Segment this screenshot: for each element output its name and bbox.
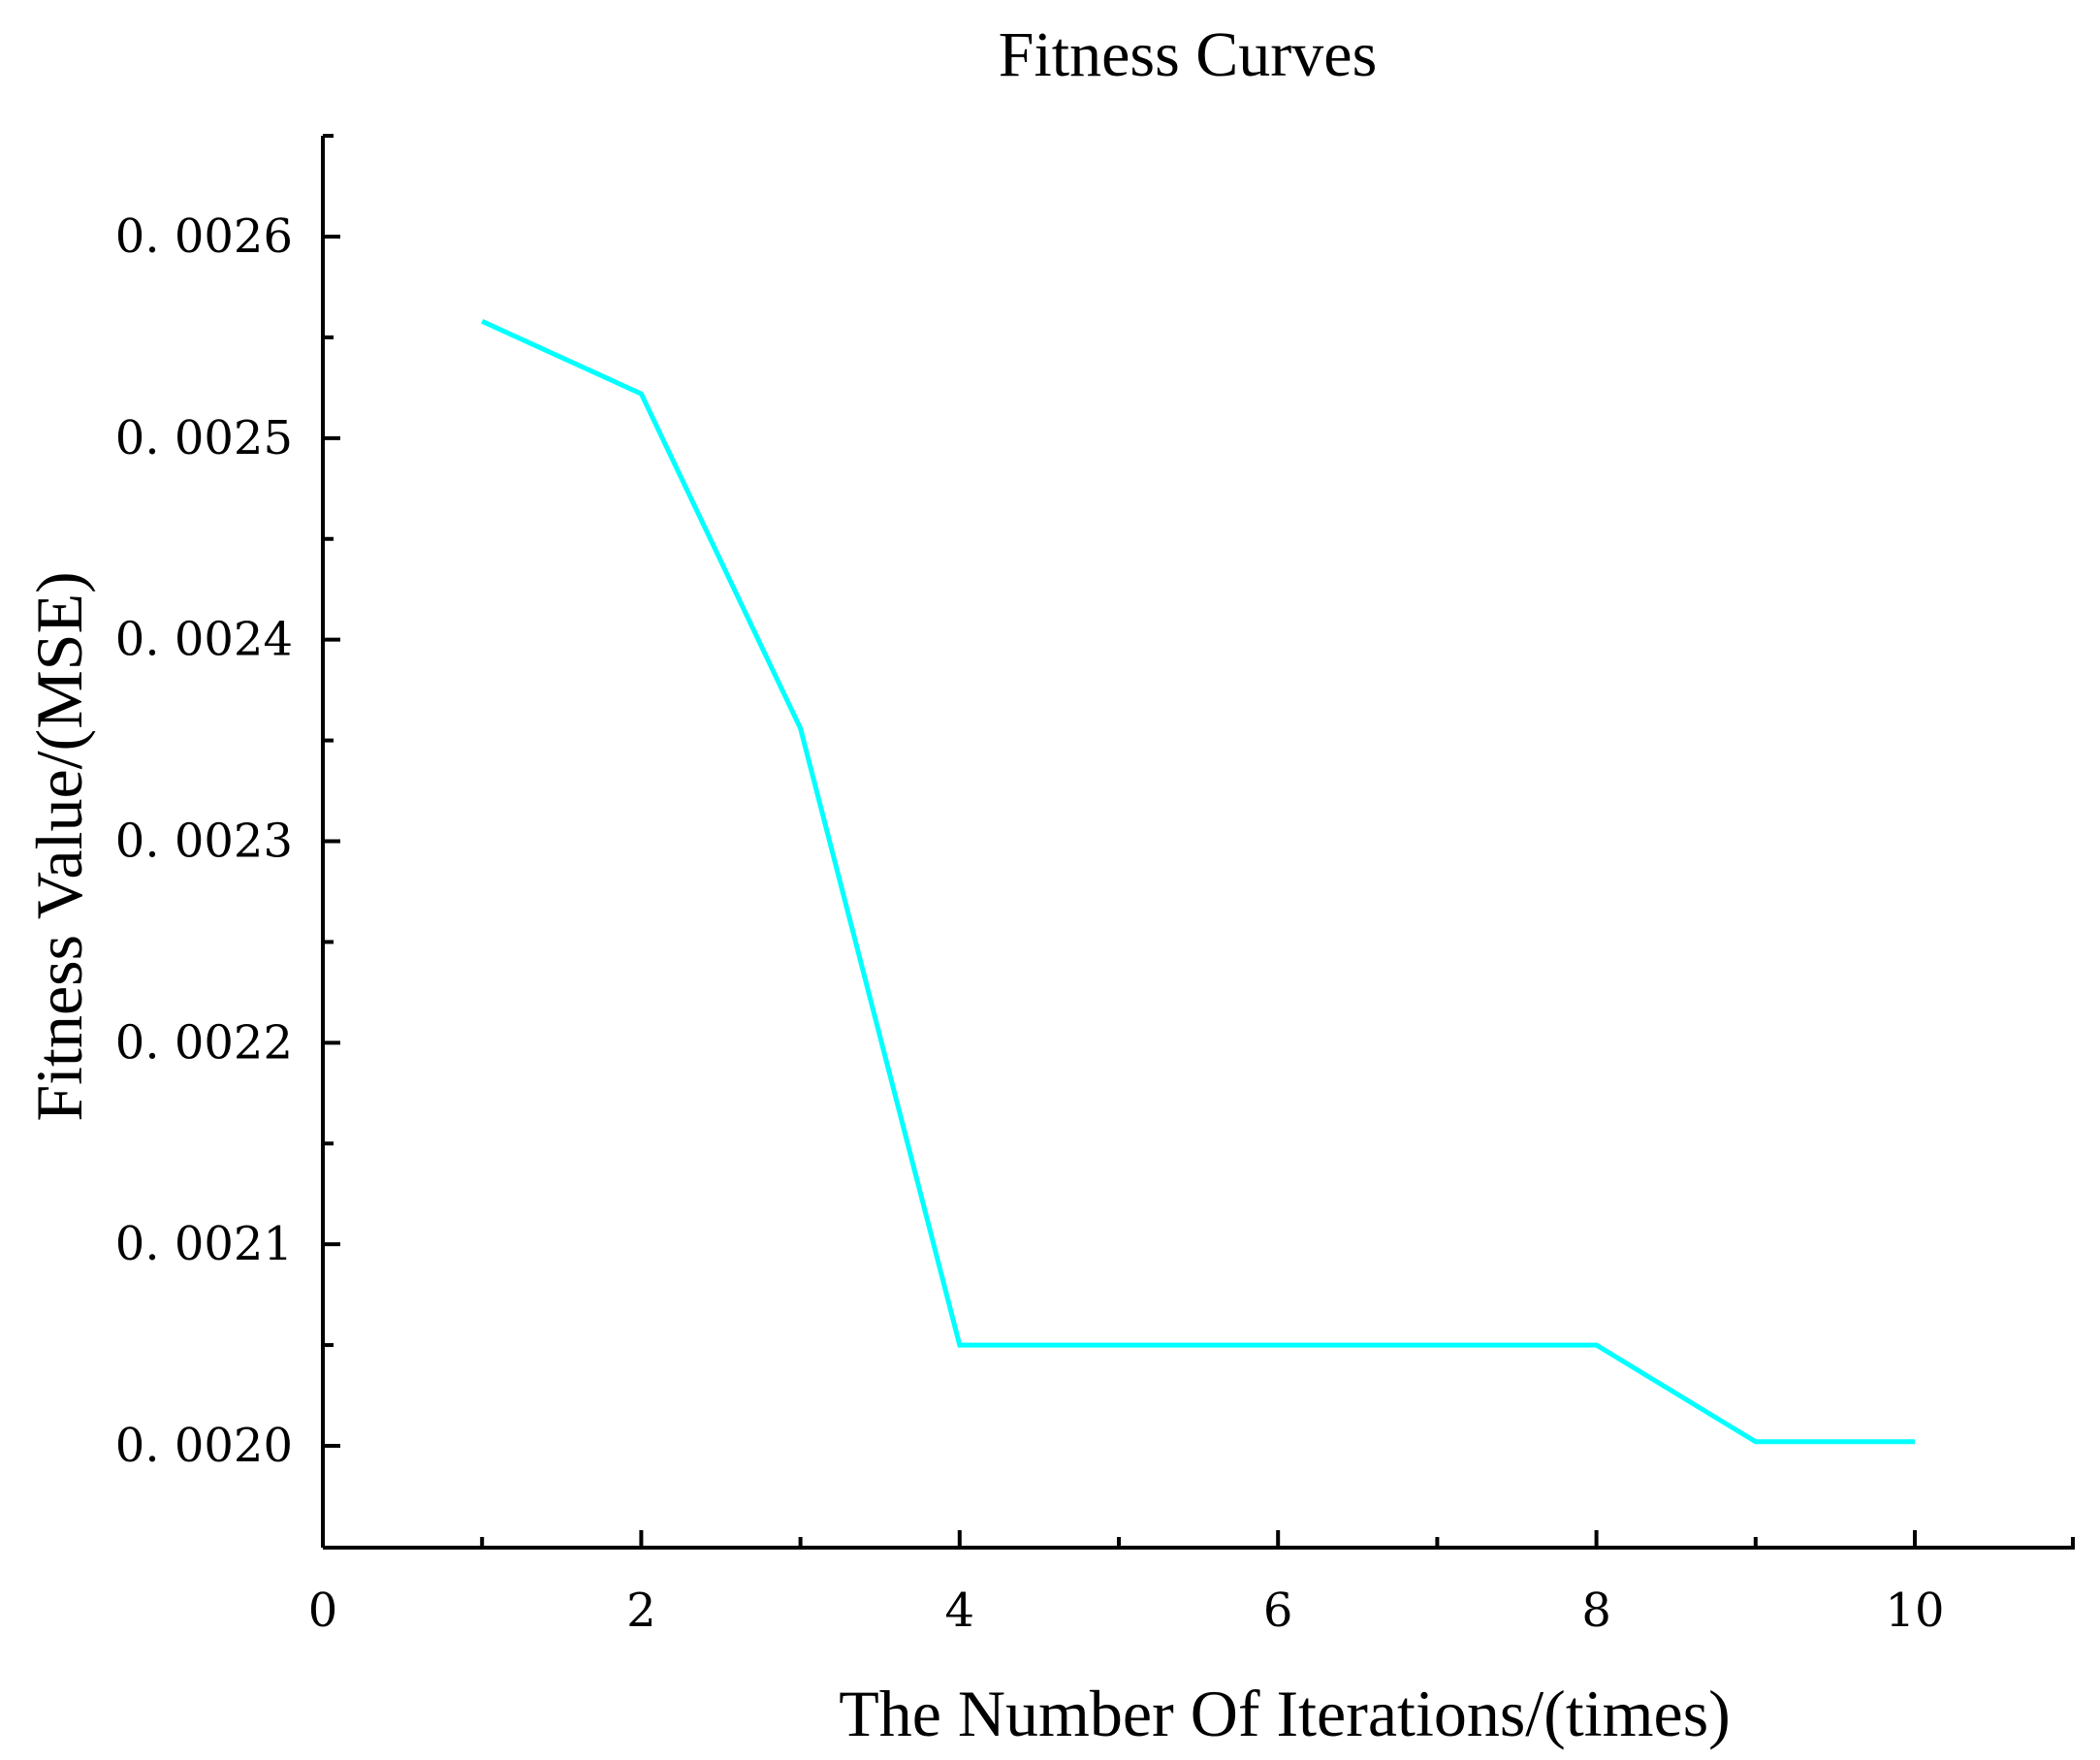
y-tick-label: 0. 0020 <box>115 1419 293 1473</box>
x-tick-label: 8 <box>1581 1584 1611 1638</box>
series-line-fitness <box>481 319 1915 1445</box>
y-axis-label: Fitness Value/(MSE) <box>22 571 96 1121</box>
x-tick-label: 0 <box>308 1584 338 1638</box>
x-tick-label: 2 <box>626 1584 656 1638</box>
x-ticks: 0 2 4 6 8 10 <box>308 1530 2075 1638</box>
y-tick-label: 0. 0024 <box>115 613 293 667</box>
y-tick-label: 0. 0023 <box>115 815 293 869</box>
x-tick-label: 10 <box>1885 1584 1944 1638</box>
y-tick-label: 0. 0021 <box>115 1217 293 1271</box>
series-layer <box>481 319 1915 1445</box>
y-ticks: 0. 0020 0. 0021 0. 0022 0. 0023 0. 0024 0. 00… <box>115 134 340 1473</box>
axes <box>321 136 2075 1550</box>
chart-title: Fitness Curves <box>999 19 1378 90</box>
y-tick-label: 0. 0026 <box>115 209 293 264</box>
x-tick-label: 6 <box>1263 1584 1293 1638</box>
y-tick-label: 0. 0022 <box>115 1015 293 1070</box>
x-axis-label: The Number Of Iterations/(times) <box>839 1677 1731 1750</box>
y-tick-label: 0. 0025 <box>115 411 293 465</box>
x-tick-label: 4 <box>945 1584 975 1638</box>
